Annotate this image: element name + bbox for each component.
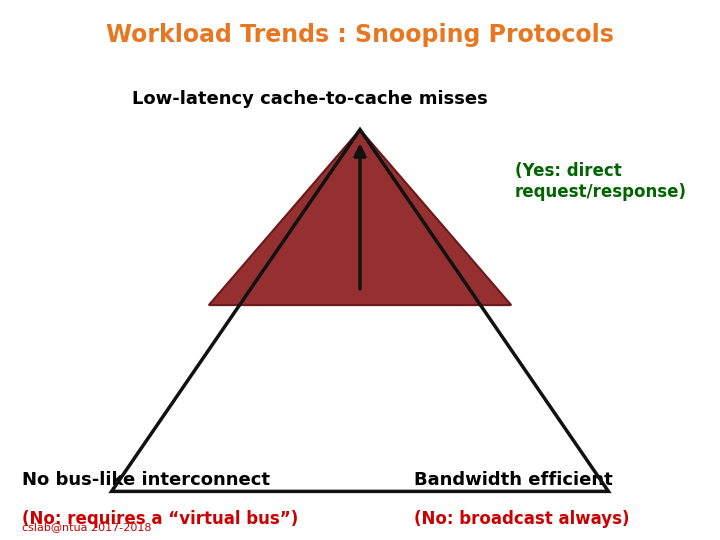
Text: (No: requires a “virtual bus”): (No: requires a “virtual bus”) bbox=[22, 510, 298, 528]
Text: (No: broadcast always): (No: broadcast always) bbox=[414, 510, 629, 528]
Text: Low-latency cache-to-cache misses: Low-latency cache-to-cache misses bbox=[132, 90, 487, 108]
Polygon shape bbox=[209, 130, 511, 305]
Text: cslab@ntua 2017-2018: cslab@ntua 2017-2018 bbox=[22, 522, 151, 532]
Text: No bus-like interconnect: No bus-like interconnect bbox=[22, 471, 269, 489]
Text: Bandwidth efficient: Bandwidth efficient bbox=[414, 471, 613, 489]
Text: Workload Trends : Snooping Protocols: Workload Trends : Snooping Protocols bbox=[106, 23, 614, 47]
Text: (Yes: direct
request/response): (Yes: direct request/response) bbox=[515, 162, 687, 201]
